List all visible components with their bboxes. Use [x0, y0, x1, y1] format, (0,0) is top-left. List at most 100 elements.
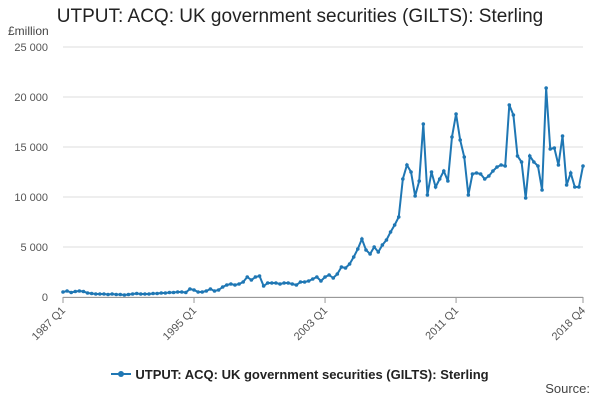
data-point[interactable]: [257, 274, 262, 278]
data-point[interactable]: [331, 276, 336, 280]
data-point[interactable]: [573, 185, 577, 189]
data-point[interactable]: [433, 185, 438, 189]
data-point[interactable]: [376, 250, 381, 254]
data-point[interactable]: [114, 292, 119, 297]
data-point[interactable]: [532, 160, 536, 164]
data-point[interactable]: [249, 278, 254, 282]
data-point[interactable]: [155, 291, 159, 296]
data-point[interactable]: [384, 238, 389, 242]
data-point[interactable]: [282, 281, 286, 285]
data-point[interactable]: [171, 290, 176, 295]
data-point[interactable]: [450, 135, 454, 139]
data-point[interactable]: [515, 154, 520, 158]
data-point[interactable]: [487, 174, 491, 178]
data-point[interactable]: [77, 289, 82, 293]
legend-item[interactable]: UTPUT: ACQ: UK government securities (GI…: [111, 367, 489, 382]
data-point[interactable]: [523, 196, 528, 200]
data-point[interactable]: [478, 172, 483, 176]
data-point[interactable]: [421, 122, 426, 126]
data-point[interactable]: [130, 292, 135, 296]
data-point[interactable]: [216, 288, 221, 292]
data-point[interactable]: [388, 230, 393, 234]
data-point[interactable]: [306, 279, 311, 283]
data-point[interactable]: [290, 282, 295, 286]
data-point[interactable]: [409, 170, 413, 174]
data-point[interactable]: [233, 283, 237, 287]
data-point[interactable]: [212, 289, 217, 293]
data-point[interactable]: [581, 164, 585, 168]
data-point[interactable]: [184, 290, 188, 295]
data-point[interactable]: [278, 282, 282, 286]
data-point[interactable]: [380, 243, 385, 247]
data-point[interactable]: [511, 113, 516, 117]
data-point[interactable]: [446, 179, 450, 183]
data-point[interactable]: [327, 273, 331, 277]
data-point[interactable]: [106, 292, 110, 297]
data-point[interactable]: [401, 177, 405, 181]
data-point[interactable]: [159, 291, 164, 295]
data-point[interactable]: [294, 283, 299, 287]
data-point[interactable]: [564, 183, 569, 187]
data-point[interactable]: [89, 291, 94, 296]
data-point[interactable]: [98, 292, 102, 296]
data-point[interactable]: [462, 155, 467, 159]
data-point[interactable]: [175, 290, 180, 294]
data-point[interactable]: [241, 280, 245, 284]
data-point[interactable]: [224, 283, 229, 287]
data-point[interactable]: [81, 289, 86, 294]
data-point[interactable]: [200, 290, 205, 294]
data-point[interactable]: [470, 172, 475, 176]
data-point[interactable]: [323, 275, 327, 279]
data-point[interactable]: [253, 275, 258, 279]
data-point[interactable]: [220, 285, 225, 289]
data-point[interactable]: [441, 169, 446, 173]
data-point[interactable]: [536, 164, 540, 168]
data-point[interactable]: [229, 282, 233, 286]
data-point[interactable]: [65, 289, 69, 293]
data-point[interactable]: [482, 177, 487, 181]
data-point[interactable]: [437, 177, 442, 181]
data-point[interactable]: [466, 193, 471, 197]
data-point[interactable]: [425, 193, 430, 197]
data-point[interactable]: [315, 275, 319, 279]
data-point[interactable]: [552, 146, 557, 150]
data-point[interactable]: [147, 292, 151, 296]
data-point[interactable]: [495, 165, 499, 169]
data-point[interactable]: [245, 275, 250, 279]
data-point[interactable]: [179, 290, 184, 294]
data-point[interactable]: [335, 272, 340, 276]
data-point[interactable]: [519, 160, 524, 164]
data-point[interactable]: [560, 134, 565, 138]
data-point[interactable]: [319, 279, 323, 283]
data-point[interactable]: [192, 288, 196, 292]
data-point[interactable]: [556, 163, 561, 167]
data-point[interactable]: [429, 170, 434, 174]
data-point[interactable]: [417, 179, 422, 183]
data-point[interactable]: [548, 147, 553, 151]
data-point[interactable]: [347, 262, 352, 266]
data-point[interactable]: [527, 154, 532, 158]
data-point[interactable]: [474, 171, 479, 175]
data-point[interactable]: [93, 292, 98, 296]
data-point[interactable]: [270, 281, 274, 285]
data-point[interactable]: [298, 280, 303, 284]
data-point[interactable]: [540, 188, 544, 192]
data-point[interactable]: [196, 290, 200, 294]
data-point[interactable]: [122, 293, 127, 297]
data-point[interactable]: [265, 281, 270, 285]
data-point[interactable]: [392, 223, 397, 227]
data-point[interactable]: [364, 248, 368, 252]
data-point[interactable]: [544, 86, 548, 90]
data-point[interactable]: [577, 185, 581, 189]
data-point[interactable]: [163, 291, 168, 295]
data-point[interactable]: [139, 292, 143, 296]
data-point[interactable]: [454, 112, 458, 116]
data-point[interactable]: [503, 164, 508, 168]
data-point[interactable]: [458, 138, 462, 142]
data-point[interactable]: [151, 291, 155, 296]
data-point[interactable]: [568, 171, 573, 175]
data-point[interactable]: [405, 163, 409, 167]
data-point[interactable]: [339, 265, 344, 269]
data-point[interactable]: [61, 290, 65, 294]
data-point[interactable]: [360, 237, 364, 241]
